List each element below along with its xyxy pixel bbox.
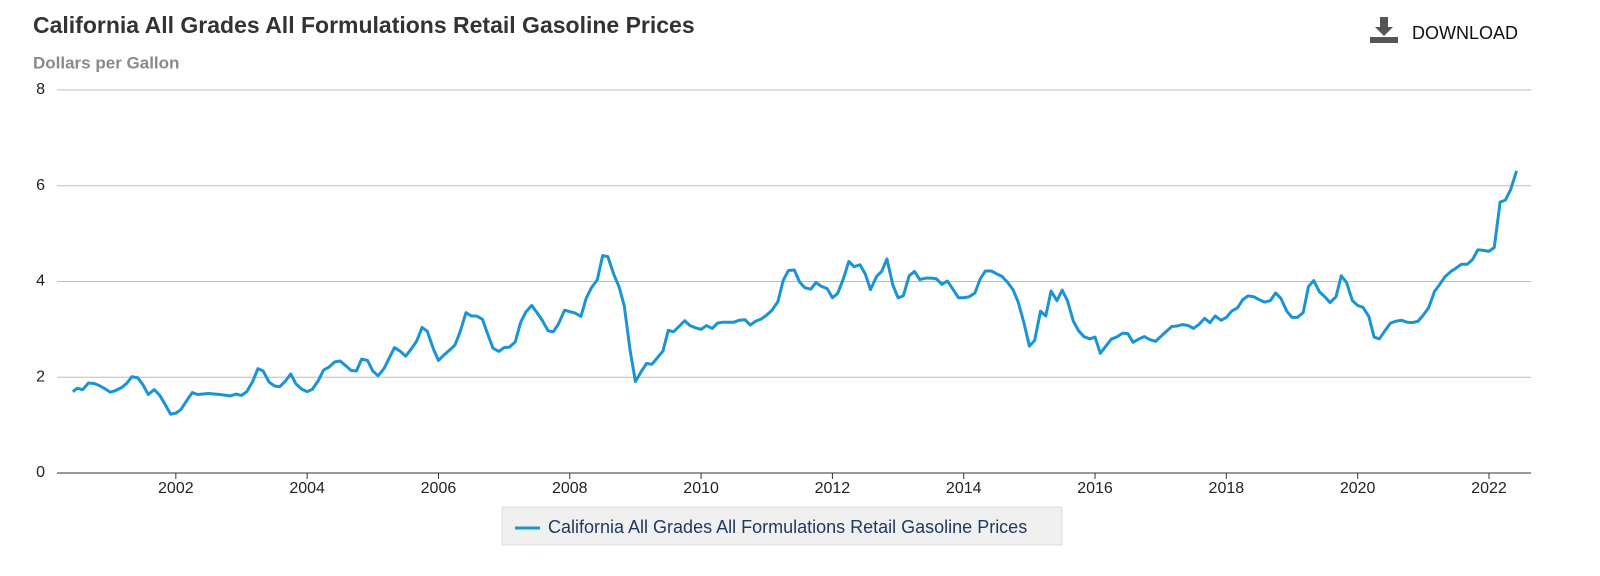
x-tick-label: 2014 <box>946 480 982 497</box>
y-tick-label: 4 <box>36 273 45 290</box>
x-tick-label: 2018 <box>1209 480 1245 497</box>
legend-box <box>501 506 1063 546</box>
x-tick-label: 2012 <box>815 480 851 497</box>
x-tick-label: 2010 <box>683 480 719 497</box>
y-tick-label: 0 <box>36 464 45 481</box>
download-label[interactable]: DOWNLOAD <box>1412 23 1518 43</box>
download-button-bg[interactable] <box>1360 14 1530 52</box>
y-tick-label: 8 <box>36 81 45 98</box>
chart-subtitle: Dollars per Gallon <box>33 53 179 72</box>
x-tick-label: 2004 <box>289 480 325 497</box>
legend: California All Grades All Formulations R… <box>501 506 1063 546</box>
series-line <box>71 170 1518 416</box>
download-button[interactable]: DOWNLOAD <box>1360 14 1530 52</box>
x-tick-label: 2006 <box>421 480 457 497</box>
x-tick-label: 2016 <box>1077 480 1113 497</box>
y-tick-label: 2 <box>36 368 45 385</box>
legend-label: California All Grades All Formulations R… <box>548 517 1027 537</box>
x-tick-label: 2020 <box>1340 480 1376 497</box>
chart-title: California All Grades All Formulations R… <box>33 12 695 38</box>
x-tick-label: 2022 <box>1471 480 1507 497</box>
download-icon <box>1370 17 1398 43</box>
x-tick-label: 2008 <box>552 480 588 497</box>
x-tick-label: 2002 <box>158 480 194 497</box>
y-tick-label: 6 <box>36 177 45 194</box>
